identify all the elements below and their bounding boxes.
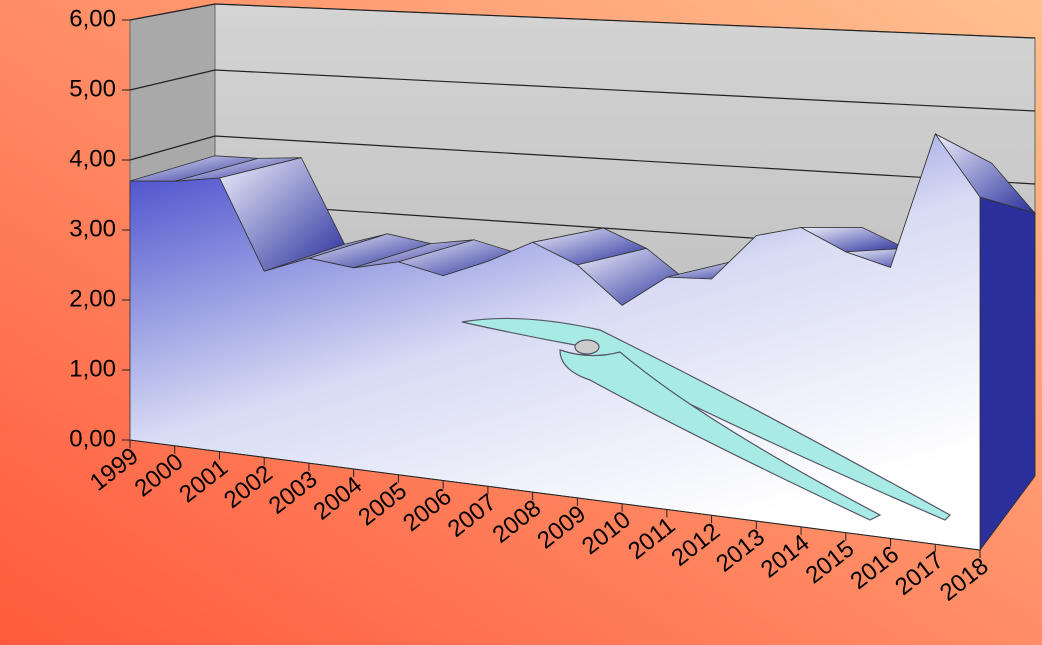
y-tick-label: 2,00 [69,285,116,312]
y-tick-label: 4,00 [69,145,116,172]
area [129,133,981,551]
grid-line [129,3,1036,39]
pliers-illustration [461,317,951,521]
x-axis [129,439,981,551]
y-tick-label: 6,00 [69,5,116,32]
y-tick-label: 3,00 [69,215,116,242]
grid-line [129,69,1036,112]
y-tick-label: 5,00 [69,75,116,102]
y-tick-label: 0,00 [69,425,116,452]
y-tick-label: 1,00 [69,355,116,382]
grid-line [129,135,1036,185]
